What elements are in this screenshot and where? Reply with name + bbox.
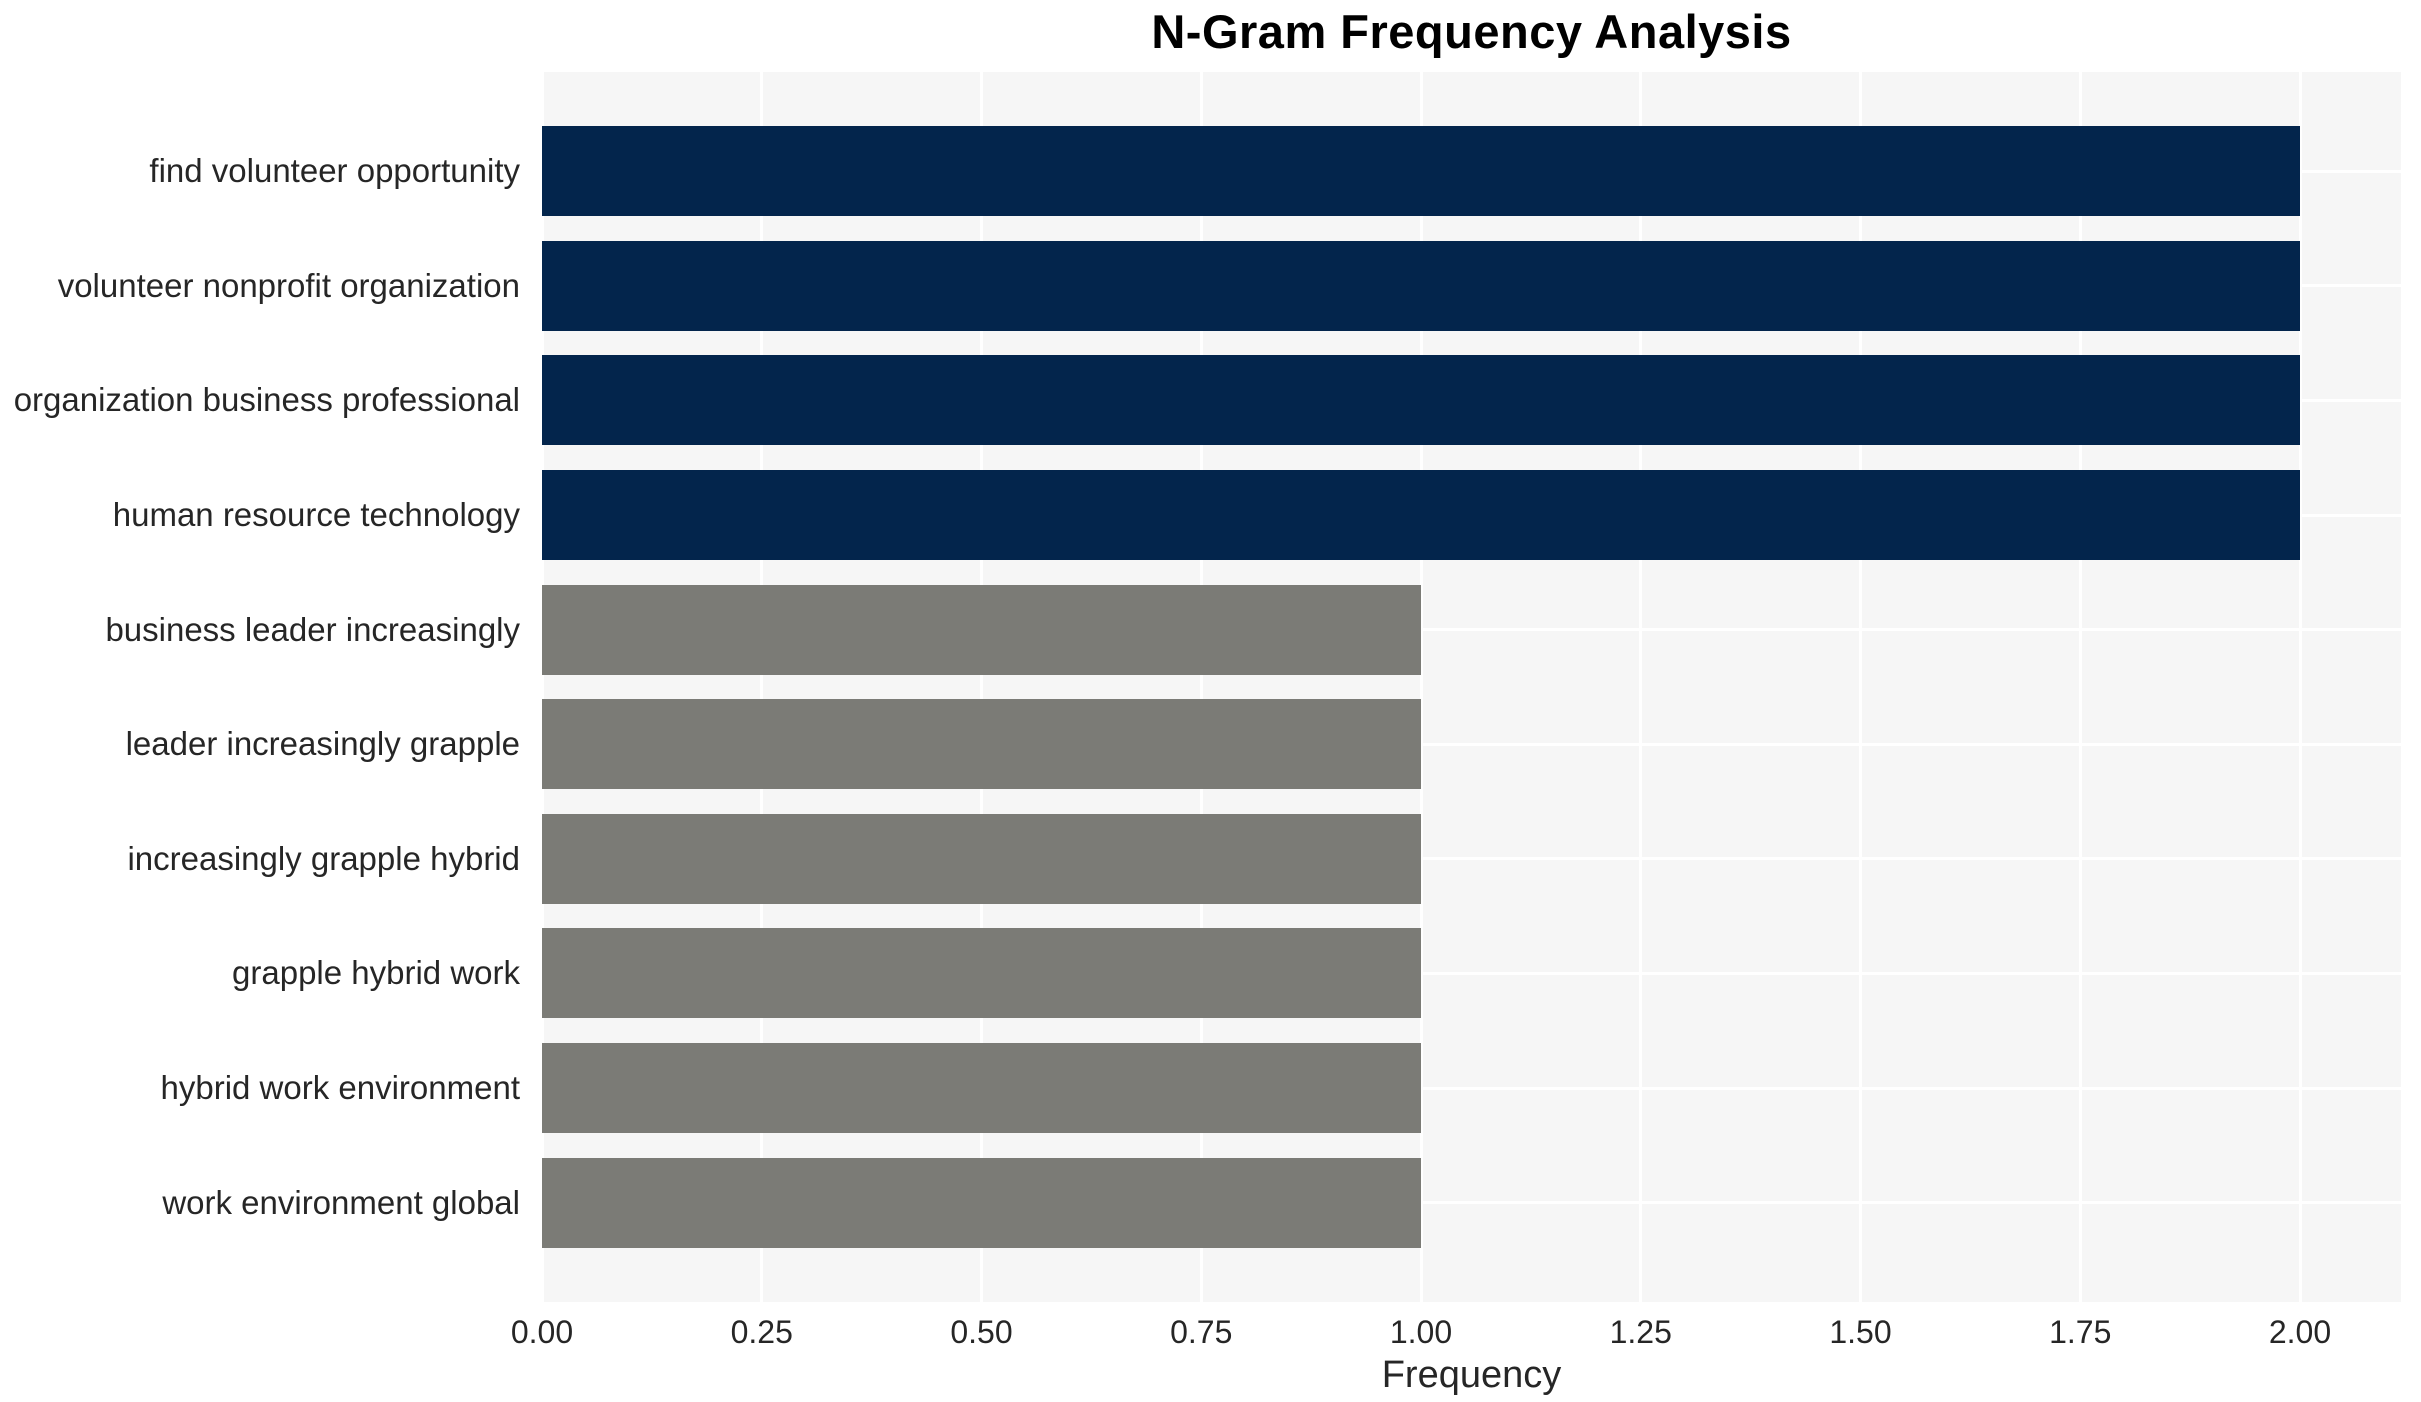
- category-label: business leader increasingly: [105, 610, 520, 648]
- vertical-gridline: [2078, 72, 2082, 1302]
- x-tick-label: 1.75: [2049, 1314, 2112, 1350]
- bar-cell: [542, 916, 2401, 1031]
- horizontal-gridline: [542, 857, 2401, 861]
- x-axis: 0.00 0.25 0.50 0.75 1.00 1.25 1.50 1.75 2.00: [511, 1314, 2401, 1354]
- category-label: hybrid work environment: [160, 1069, 521, 1107]
- category-label: grapple hybrid work: [232, 954, 520, 992]
- x-tick-label: 0.75: [1170, 1314, 1233, 1350]
- x-tick-label: 1.00: [1389, 1314, 1453, 1350]
- frequency-bar: [542, 1043, 1421, 1134]
- category-label: work environment global: [162, 1183, 520, 1221]
- bar-row: increasingly grapple hybrid: [0, 802, 2401, 917]
- x-tick-label: 0.00: [510, 1314, 574, 1350]
- bar-cell: [542, 114, 2401, 229]
- x-tick-label: 0.50: [950, 1314, 1013, 1350]
- category-label: human resource technology: [112, 496, 520, 534]
- vertical-gridline: [980, 72, 983, 1302]
- bar-row: organization business professional: [0, 343, 2401, 458]
- bar-cell: [542, 343, 2401, 458]
- horizontal-gridline: [542, 1086, 2401, 1090]
- bar-cell: [542, 1145, 2401, 1260]
- vertical-gridline: [2298, 72, 2302, 1302]
- x-tick-label: 0.25: [730, 1314, 793, 1350]
- vertical-gridline: [760, 72, 764, 1302]
- frequency-bar: [542, 126, 2300, 217]
- category-label: leader increasingly grapple: [125, 725, 520, 763]
- frequency-bar: [542, 584, 1421, 675]
- horizontal-gridline: [542, 628, 2401, 632]
- vertical-gridline: [1419, 72, 1423, 1302]
- bar-cell: [542, 229, 2401, 344]
- bar-rows: find volunteer opportunity volunteer nonp…: [0, 72, 2401, 1302]
- category-label: volunteer nonprofit organization: [57, 266, 520, 304]
- frequency-bar: [542, 240, 2300, 331]
- bar-row: work environment global: [0, 1145, 2401, 1260]
- horizontal-gridline: [542, 742, 2401, 746]
- bar-row: leader increasingly grapple: [0, 687, 2401, 802]
- bar-cell: [542, 687, 2401, 802]
- bar-row: volunteer nonprofit organization: [0, 229, 2401, 344]
- category-label: increasingly grapple hybrid: [127, 839, 520, 877]
- frequency-bar: [542, 813, 1421, 904]
- horizontal-gridline: [542, 971, 2401, 975]
- vertical-gridline: [540, 72, 544, 1302]
- bar-row: find volunteer opportunity: [0, 114, 2401, 229]
- frequency-bar: [542, 928, 1421, 1019]
- bar-row: business leader increasingly: [0, 572, 2401, 687]
- bar-row: grapple hybrid work: [0, 916, 2401, 1031]
- bar-cell: [542, 1031, 2401, 1146]
- category-label: organization business professional: [13, 381, 520, 419]
- vertical-gridline: [1859, 72, 1862, 1302]
- x-tick-label: 1.25: [1609, 1314, 1672, 1350]
- x-tick-label: 2.00: [2268, 1314, 2332, 1350]
- frequency-bar: [542, 355, 2300, 446]
- category-label: find volunteer opportunity: [149, 152, 520, 190]
- vertical-gridline: [1199, 72, 1203, 1302]
- bar-cell: [542, 572, 2401, 687]
- bar-row: human resource technology: [0, 458, 2401, 573]
- frequency-bar: [542, 470, 2300, 561]
- frequency-bar: [542, 699, 1421, 790]
- chart-title: N-Gram Frequency Analysis: [1151, 5, 1792, 58]
- x-axis-title: Frequency: [1381, 1354, 1562, 1396]
- bar-row: hybrid work environment: [0, 1031, 2401, 1146]
- bar-cell: [542, 802, 2401, 917]
- vertical-gridline: [1639, 72, 1643, 1302]
- bar-cell: [542, 458, 2401, 573]
- x-tick-label: 1.50: [1829, 1314, 1892, 1350]
- frequency-bar: [542, 1157, 1421, 1248]
- horizontal-gridline: [542, 1201, 2401, 1205]
